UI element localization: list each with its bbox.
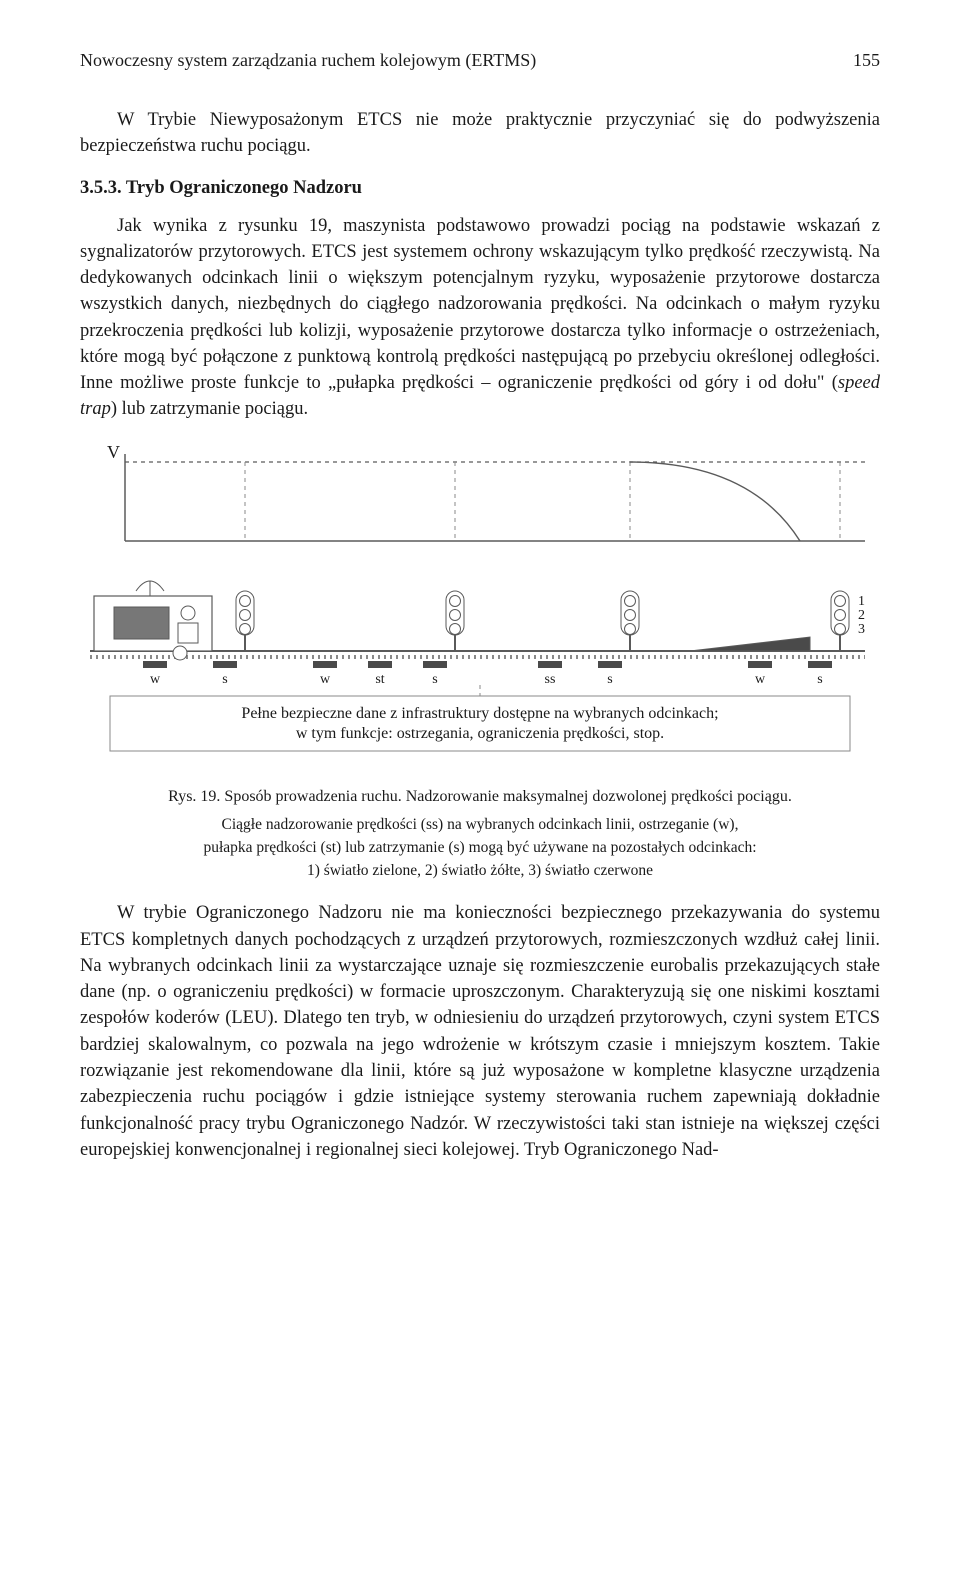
svg-text:V: V [107,442,120,462]
page-number: 155 [853,50,880,71]
paragraph-intro: W Trybie Niewyposażonym ETCS nie może pr… [80,107,880,160]
paragraph-body-2: W trybie Ograniczonego Nadzoru nie ma ko… [80,900,880,1163]
svg-text:w: w [755,672,766,687]
svg-text:3: 3 [858,622,865,637]
caption-sub1: Ciągłe nadzorowanie prędkości (ss) na wy… [80,813,880,836]
caption-main: Rys. 19. Sposób prowadzenia ruchu. Nadzo… [80,785,880,809]
caption-sub3: 1) światło zielone, 2) światło żółte, 3)… [80,859,880,882]
figure-caption: Rys. 19. Sposób prowadzenia ruchu. Nadzo… [80,785,880,883]
svg-text:s: s [432,672,437,687]
para2-text-c: ) lub zatrzymanie pociągu. [111,399,308,419]
para2-text-a: Jak wynika z rysunku 19, maszynista pods… [80,216,880,394]
running-header: Nowoczesny system zarządzania ruchem kol… [80,50,880,71]
svg-text:w: w [320,672,331,687]
svg-text:st: st [375,672,384,687]
svg-text:1: 1 [858,594,865,609]
svg-text:ss: ss [545,672,556,687]
svg-text:s: s [817,672,822,687]
svg-text:Pełne bezpieczne dane z infras: Pełne bezpieczne dane z infrastruktury d… [241,705,718,722]
section-heading: 3.5.3. Tryb Ograniczonego Nadzoru [80,178,880,199]
svg-text:w tym funkcje: ostrzegania, og: w tym funkcje: ostrzegania, ograniczenia… [296,725,664,742]
running-title: Nowoczesny system zarządzania ruchem kol… [80,50,536,71]
svg-text:2: 2 [858,608,865,623]
svg-text:s: s [222,672,227,687]
svg-text:w: w [150,672,161,687]
caption-sub2: pułapka prędkości (st) lub zatrzymanie (… [80,836,880,859]
paragraph-body-1: Jak wynika z rysunku 19, maszynista pods… [80,213,880,423]
figure-19: V123wswstsssswsPełne bezpieczne dane z i… [80,441,880,771]
figure-19-svg: V123wswstsssswsPełne bezpieczne dane z i… [80,441,880,771]
svg-text:s: s [607,672,612,687]
